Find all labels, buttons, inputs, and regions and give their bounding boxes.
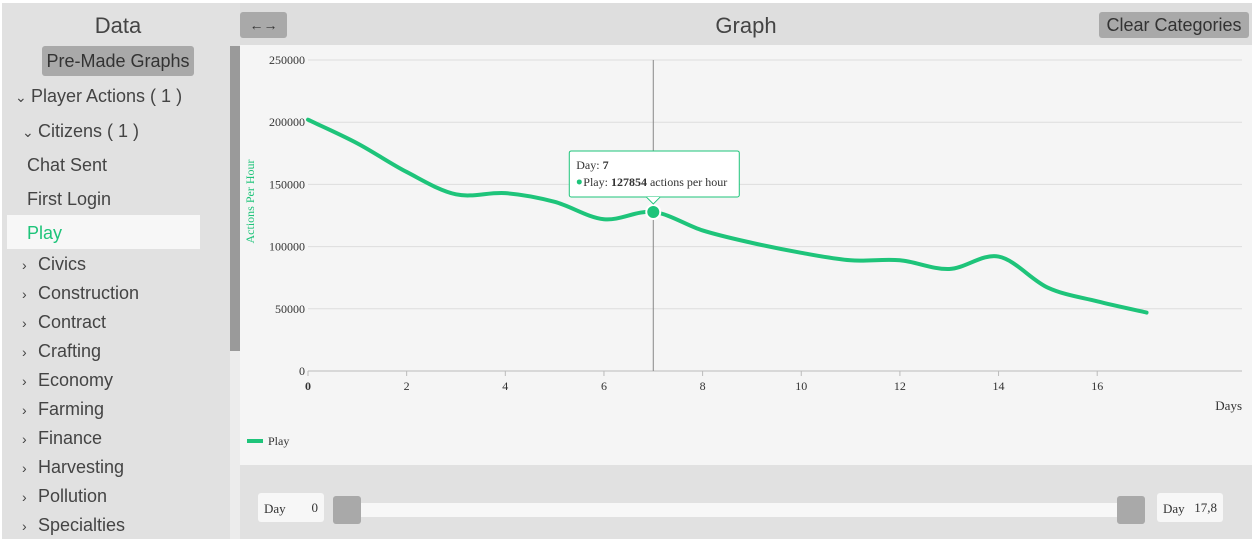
x-tick-label: 8 xyxy=(700,379,706,393)
x-tick-label: 0 xyxy=(305,379,311,393)
tree-item-category[interactable]: › Economy xyxy=(22,370,114,390)
tree-item-player-actions[interactable]: ⌄ Player Actions ( 1 ) xyxy=(15,86,183,106)
series-line-play xyxy=(306,117,1149,315)
chevron-right-icon: › xyxy=(22,431,27,447)
chevron-right-icon: › xyxy=(22,489,27,505)
tooltip-value: Play: 127854 actions per hour xyxy=(583,175,727,189)
y-tick-label: 200000 xyxy=(269,115,305,129)
tree-item-category[interactable]: › Finance xyxy=(22,428,103,448)
chevron-right-icon: › xyxy=(22,344,27,360)
premade-graphs-button[interactable]: Pre-Made Graphs xyxy=(42,46,194,76)
tree-item-category[interactable]: › Contract xyxy=(22,312,107,332)
range-slider-track[interactable] xyxy=(333,503,1133,517)
graph-header: Graph ←→ Clear Categories xyxy=(240,3,1252,45)
range-max-field[interactable]: Day 17,8 xyxy=(1157,493,1223,522)
y-tick-label: 50000 xyxy=(275,302,305,316)
chevron-right-icon: › xyxy=(22,373,27,389)
tree-item-category[interactable]: › Crafting xyxy=(22,341,102,361)
tree-item-play[interactable]: Play xyxy=(27,223,63,243)
range-min-handle[interactable] xyxy=(333,496,361,524)
tree-item-category[interactable]: › Pollution xyxy=(22,486,108,506)
toggle-sidebar-button[interactable]: ←→ xyxy=(240,12,287,38)
chevron-right-icon: › xyxy=(22,257,27,273)
range-max-handle[interactable] xyxy=(1117,496,1145,524)
graph-title: Graph xyxy=(715,13,777,38)
sidebar-scrollbar-track[interactable] xyxy=(230,351,240,539)
line-chart: 0 50000 100000 150000 200000 250000 0 2 4 6 8 10 12 1… xyxy=(243,53,1242,448)
range-max-label: Day xyxy=(1163,501,1185,516)
y-tick-label: 100000 xyxy=(269,240,305,254)
tooltip-pointer xyxy=(645,196,661,205)
chevron-right-icon: › xyxy=(22,315,27,331)
x-tick-label: 14 xyxy=(993,379,1005,393)
chevron-right-icon: › xyxy=(22,460,27,476)
range-min-field[interactable]: Day 0 xyxy=(258,493,324,522)
tree-item-first-login[interactable]: First Login xyxy=(27,189,112,209)
tree-item-category[interactable]: › Specialties xyxy=(22,515,126,535)
x-tick-label: 4 xyxy=(502,379,508,393)
tree-item-chat-sent[interactable]: Chat Sent xyxy=(27,155,108,175)
y-tick-label: 250000 xyxy=(269,53,305,67)
sidebar: Data Pre-Made Graphs ⌄ Player Actions ( 1… xyxy=(2,3,240,539)
x-tick-label: 6 xyxy=(601,379,607,393)
hover-point xyxy=(645,203,662,220)
range-min-value: 0 xyxy=(311,500,319,515)
tree-item-citizens[interactable]: ⌄ Citizens ( 1 ) xyxy=(22,121,140,141)
x-tick-label: 10 xyxy=(795,379,807,393)
y-tick-label: 150000 xyxy=(269,177,305,191)
tooltip-day: Day: 7 xyxy=(576,158,608,172)
chevron-down-icon: ⌄ xyxy=(15,89,27,105)
tooltip: Day: 7 Play: 127854 actions per hour xyxy=(568,150,740,205)
tree-item-category[interactable]: › Farming xyxy=(22,399,105,419)
tooltip-box xyxy=(568,150,740,198)
chevron-down-icon: ⌄ xyxy=(22,124,34,140)
x-tick-label: 16 xyxy=(1091,379,1103,393)
range-max-value: 17,8 xyxy=(1194,500,1217,515)
x-tick-label: 12 xyxy=(894,379,906,393)
tree-item-category[interactable]: › Construction xyxy=(22,283,140,303)
sidebar-scrollbar-thumb[interactable] xyxy=(230,46,240,351)
range-min-label: Day xyxy=(264,501,286,516)
plot-area xyxy=(240,45,1252,465)
legend-label-play: Play xyxy=(268,434,289,448)
chevron-right-icon: › xyxy=(22,402,27,418)
tree-item-category[interactable]: › Civics xyxy=(22,254,86,274)
selected-row xyxy=(7,215,200,249)
y-axis-label: Actions Per Hour xyxy=(243,160,257,244)
x-axis-label: Days xyxy=(1215,398,1242,413)
chevron-right-icon: › xyxy=(22,286,27,302)
tree-item-category[interactable]: › Harvesting xyxy=(22,457,125,477)
chevron-right-icon: › xyxy=(22,518,27,534)
range-selector: Day 0 Day 17,8 xyxy=(240,465,1252,539)
tooltip-series-dot xyxy=(576,179,582,185)
sidebar-title: Data xyxy=(94,13,142,38)
x-tick-label: 2 xyxy=(404,379,410,393)
y-tick-label: 0 xyxy=(299,364,305,378)
clear-categories-button[interactable]: Clear Categories xyxy=(1099,12,1249,38)
